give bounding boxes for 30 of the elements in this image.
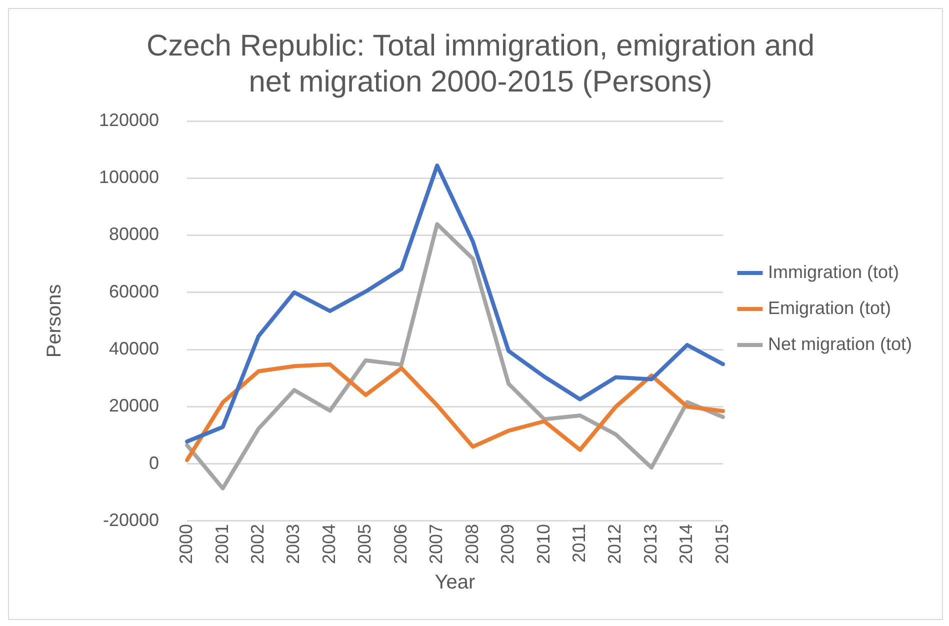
x-tick-label: 2000 bbox=[176, 524, 196, 564]
x-tick-label: 2006 bbox=[390, 524, 410, 564]
x-tick-label: 2002 bbox=[247, 524, 268, 564]
y-tick-label: 80000 bbox=[109, 224, 160, 244]
x-tick-label: 2001 bbox=[212, 524, 232, 564]
x-axis-title: Year bbox=[434, 572, 476, 594]
x-tick-label: 2010 bbox=[533, 524, 554, 564]
x-tick-label: 2003 bbox=[283, 524, 304, 564]
x-tick-label: 2007 bbox=[426, 524, 446, 564]
x-tick-label: 2011 bbox=[569, 524, 590, 563]
y-tick-label: 100000 bbox=[98, 167, 160, 188]
x-tick-label: 2015 bbox=[712, 524, 732, 564]
legend-label: Emigration (tot) bbox=[768, 298, 892, 318]
y-tick-label: 120000 bbox=[98, 110, 160, 130]
x-tick-label: 2012 bbox=[604, 524, 625, 564]
legend-label: Net migration (tot) bbox=[768, 334, 912, 354]
x-tick-label: 2013 bbox=[640, 524, 660, 564]
x-tick-label: 2008 bbox=[462, 524, 482, 564]
x-tick-label: 2005 bbox=[354, 524, 375, 564]
x-tick-label: 2009 bbox=[498, 524, 518, 564]
x-tick-label: 2004 bbox=[318, 524, 339, 564]
y-tick-label: 40000 bbox=[109, 338, 160, 359]
y-tick-label: 0 bbox=[149, 452, 160, 473]
y-axis-title: Persons bbox=[44, 284, 66, 358]
y-tick-label: 60000 bbox=[109, 281, 160, 302]
chart-title: Czech Republic: Total immigration, emigration and net migration 2000-2015 (Persons) bbox=[146, 29, 815, 98]
y-tick-label: -20000 bbox=[103, 510, 160, 530]
legend-label: Immigration (tot) bbox=[768, 262, 899, 282]
y-tick-label: 20000 bbox=[109, 396, 160, 416]
x-tick-label: 2014 bbox=[676, 524, 696, 564]
